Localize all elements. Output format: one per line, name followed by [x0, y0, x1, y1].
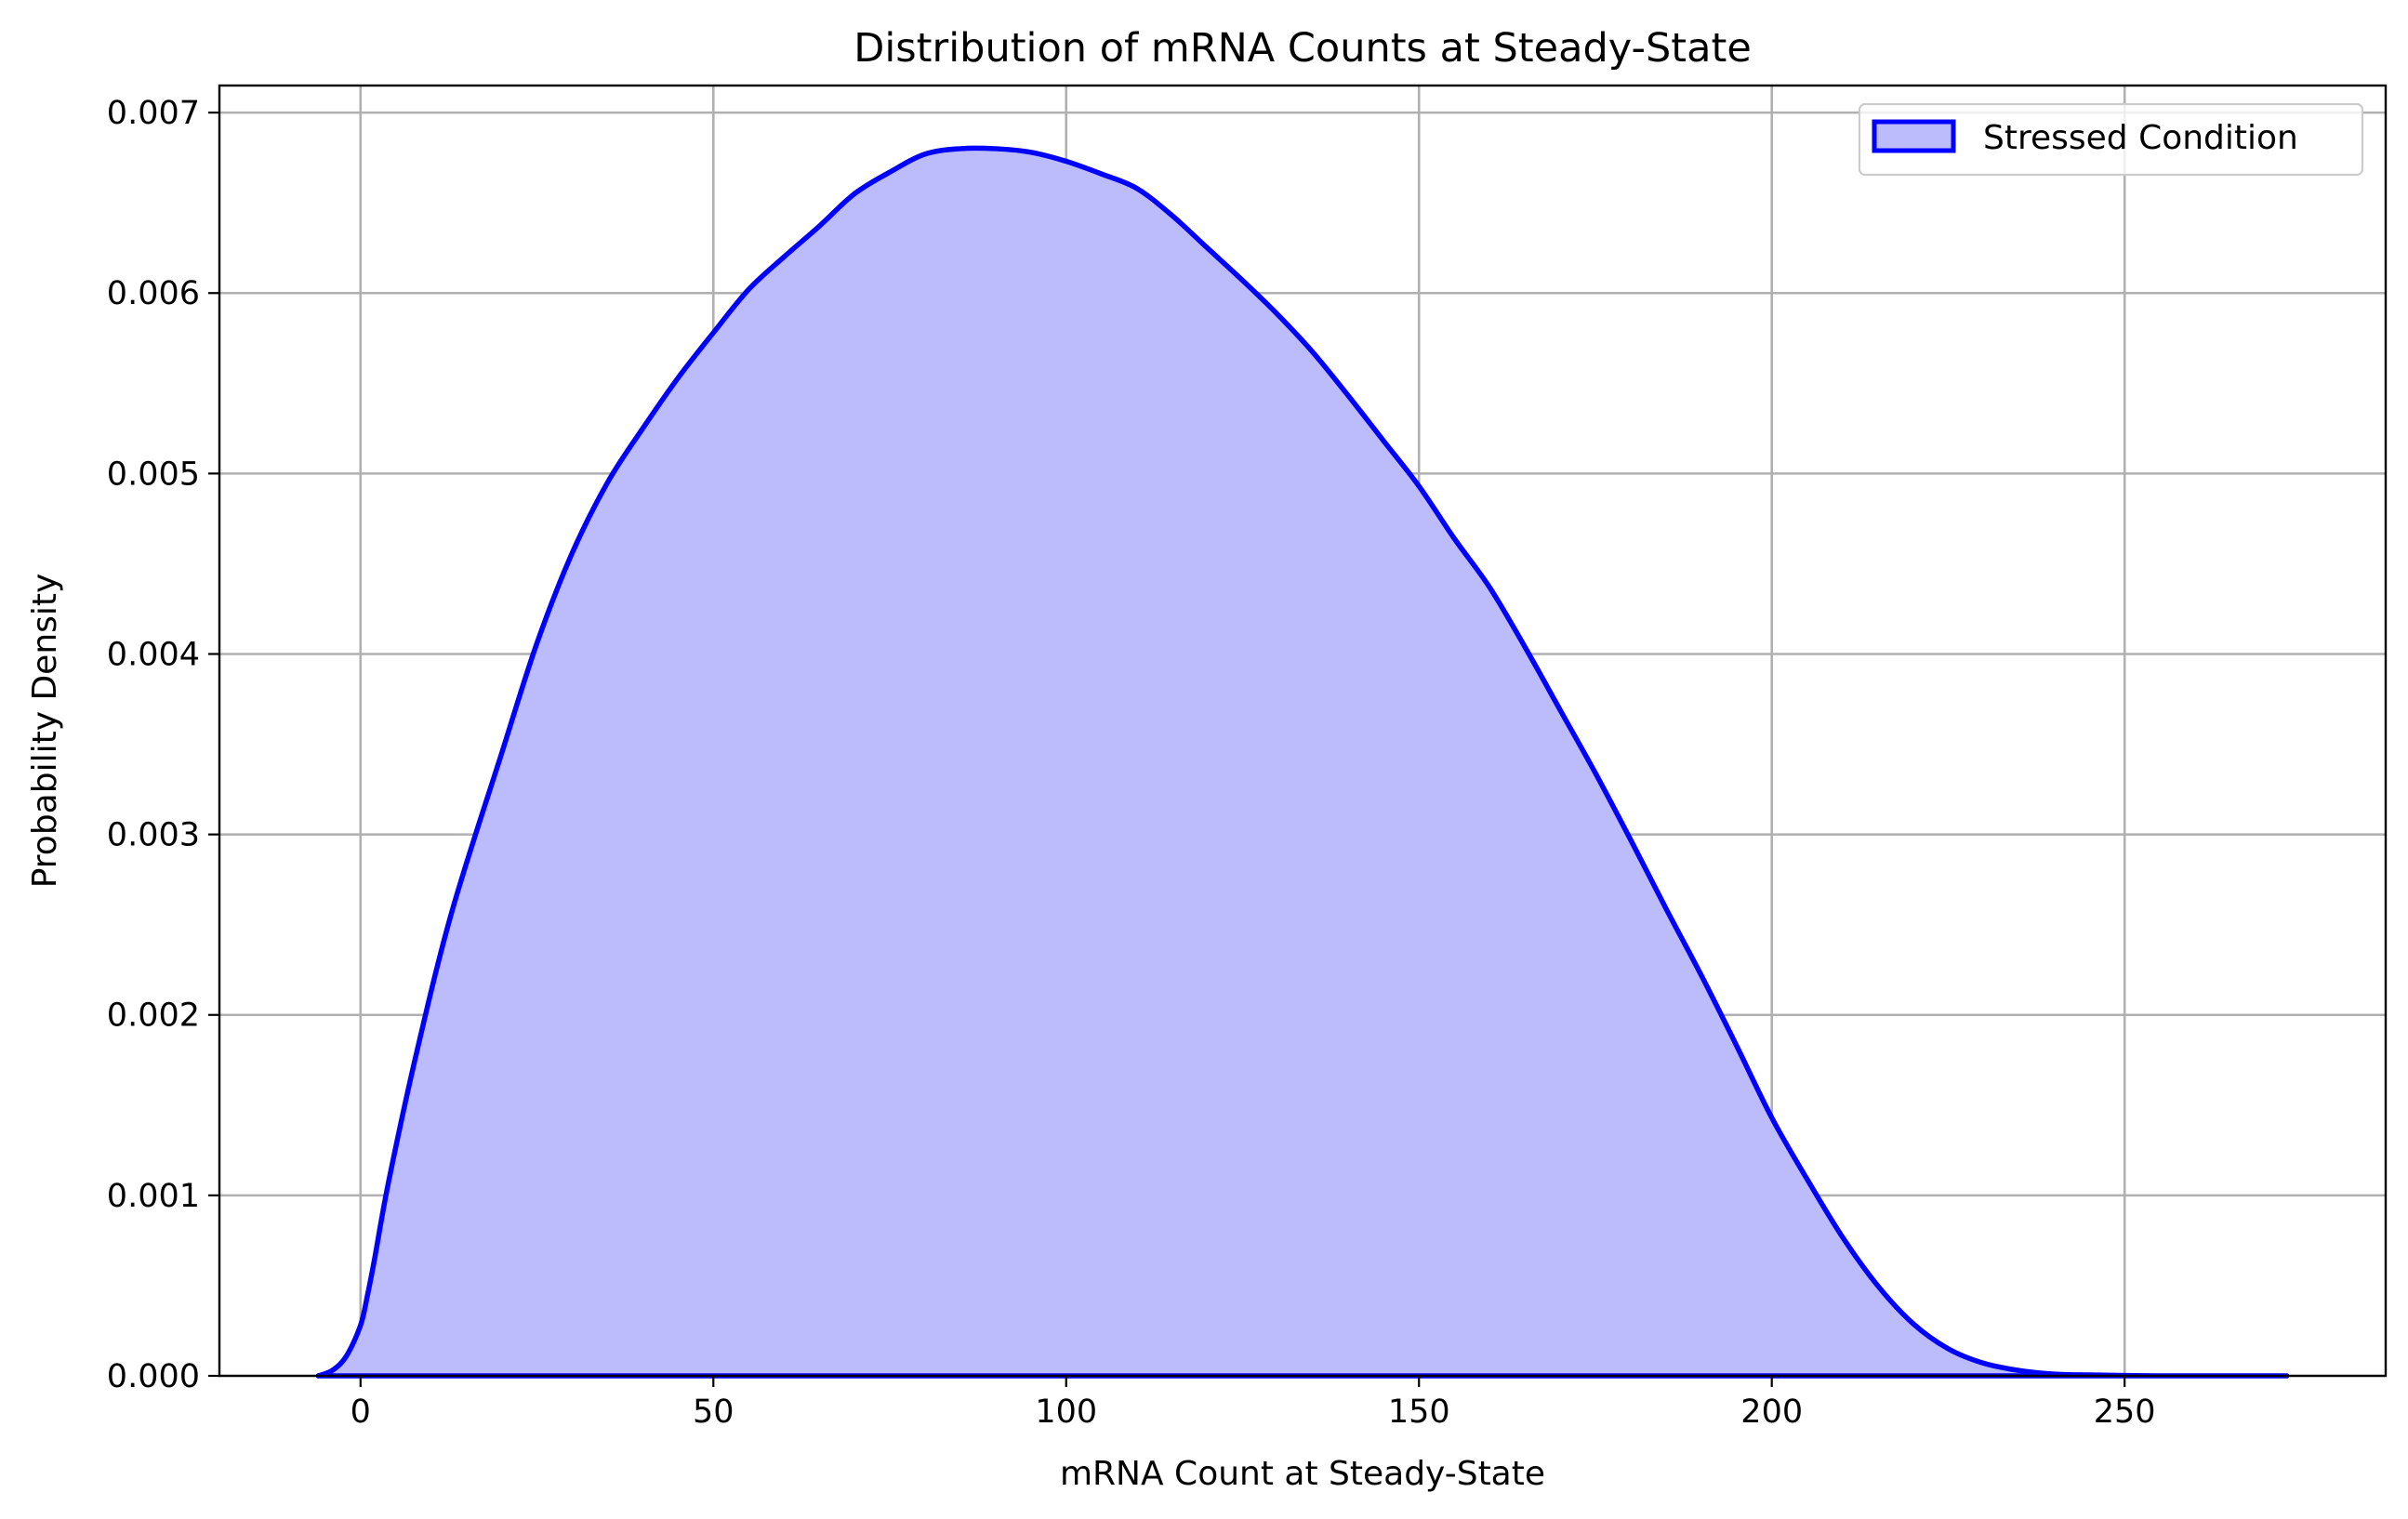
y-axis-label: Probability Density — [26, 574, 64, 889]
x-axis-label: mRNA Count at Steady-State — [1060, 1455, 1545, 1493]
density-area-fill — [318, 148, 2287, 1376]
y-tick-label: 0.007 — [107, 95, 200, 132]
legend-box — [1858, 102, 2364, 177]
y-tick-label: 0.000 — [107, 1358, 200, 1395]
chart-title: Distribution of mRNA Counts at Steady-St… — [853, 25, 1752, 72]
y-tick-label: 0.004 — [107, 636, 200, 673]
x-tick-label: 150 — [1388, 1394, 1450, 1431]
legend-label-stressed-condition: Stressed Condition — [1983, 119, 2298, 157]
y-tick-label: 0.003 — [107, 817, 200, 854]
y-tick-label: 0.005 — [107, 456, 200, 493]
legend-swatch-stressed-condition — [1872, 119, 1956, 153]
y-tick-label: 0.006 — [107, 275, 200, 312]
axis-ticks: 0 50 100 150 200 250 0.000 0.001 0.002 0.003 0.004… — [107, 95, 2156, 1431]
y-tick-label: 0.001 — [107, 1178, 200, 1215]
y-tick-label: 0.002 — [107, 997, 200, 1035]
plot-frame — [218, 84, 2388, 1378]
x-tick-label: 200 — [1740, 1394, 1803, 1431]
density-curve — [315, 145, 2290, 1379]
x-tick-label: 250 — [2094, 1394, 2156, 1431]
legend: Stressed Condition — [1858, 102, 2364, 177]
x-tick-label: 50 — [693, 1394, 734, 1431]
series-layer — [315, 145, 2290, 1379]
x-tick-label: 0 — [351, 1394, 371, 1431]
x-tick-label: 100 — [1035, 1394, 1097, 1431]
